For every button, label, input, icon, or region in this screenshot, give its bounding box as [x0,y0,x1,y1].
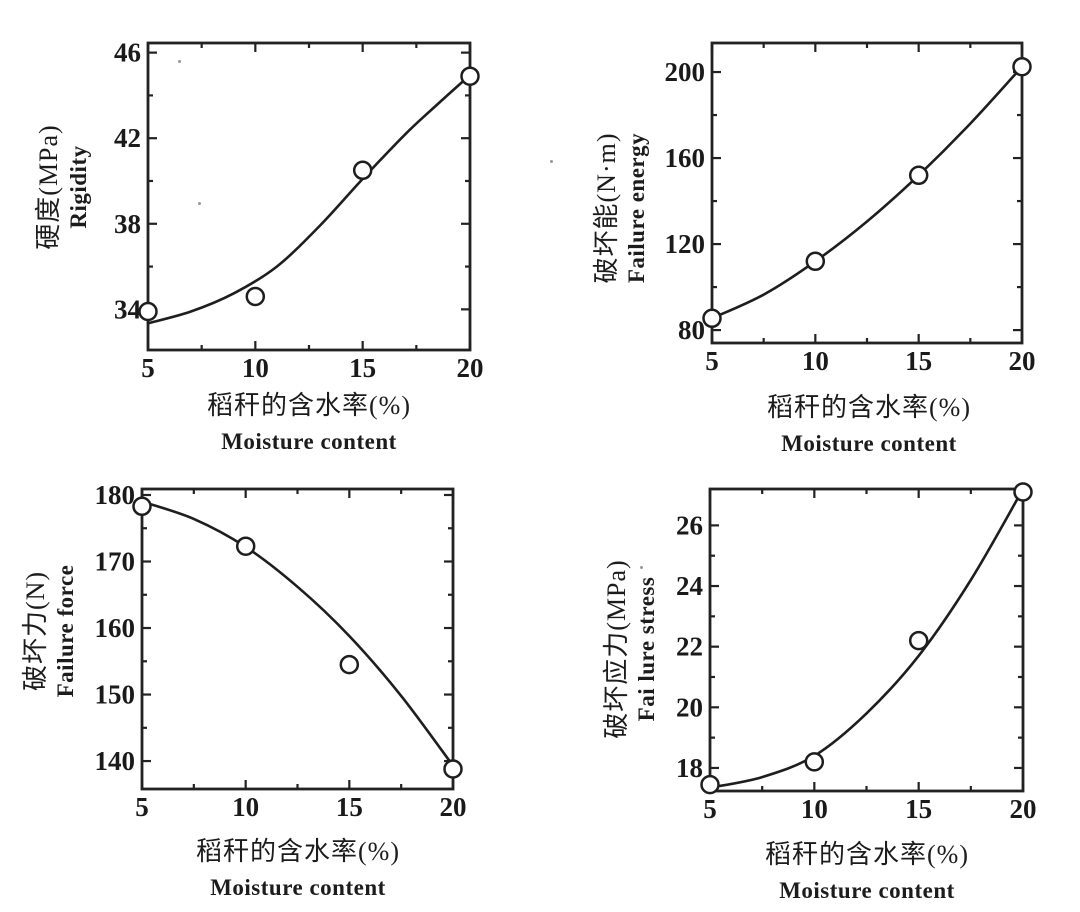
data-point [339,654,360,675]
x-axis-label: 稻秆的含水率(%) Moisture content [765,834,969,904]
x-tick-label: 15 [349,353,376,383]
y-axis-label: 破坏应力(MPa) Fai lure stress [602,559,660,738]
x-tick-label: 5 [705,346,719,376]
x-tick-label: 15 [905,346,932,376]
y-axis-label: 硬度(MPa) Rigidity [34,124,92,249]
data-point [805,251,826,272]
x-tick-label: 10 [801,794,828,824]
data-point [908,630,929,651]
x-tick-label: 5 [135,792,149,822]
y-tick-label: 26 [676,510,703,540]
data-point [804,752,825,772]
x-axis-label: 稻秆的含水率(%) Moisture content [196,831,400,901]
data-point [443,759,463,779]
y-axis-label-en: Failure force [52,564,78,698]
y-tick-label: 34 [114,294,141,324]
plot-frame [140,487,455,791]
y-axis-label: 破坏力(N) Failure force [21,565,79,698]
x-axis-label-en: Moisture content [779,878,955,903]
scan-speck [178,60,181,63]
data-point [460,66,480,86]
x-axis-label-cn: 稻秆的含水率(%) [767,393,971,422]
plot-frame [146,41,472,352]
x-axis-label-cn: 稻秆的含水率(%) [765,840,969,869]
x-tick-label: 5 [141,353,155,383]
data-point [1012,56,1032,77]
data-point [908,165,929,186]
x-tick-label: 20 [457,353,484,383]
data-point [245,286,266,307]
y-axis-label-cn: 破坏能(N·m) [592,132,622,284]
fit-curve [140,500,455,767]
y-tick-label: 120 [665,229,706,259]
y-tick-label: 18 [676,753,703,783]
x-tick-label: 15 [905,794,932,824]
y-tick-label: 38 [114,209,141,239]
scan-speck [640,566,643,569]
y-tick-label: 46 [114,38,141,68]
data-point [138,301,158,322]
data-point [702,308,722,329]
y-tick-label: 150 [95,680,136,710]
y-tick-label: 24 [676,571,703,601]
fit-curve [710,65,1024,320]
y-tick-label: 180 [95,480,136,510]
x-tick-label: 20 [1010,794,1037,824]
x-axis-label: 稻秆的含水率(%) Moisture content [207,385,411,455]
data-point [132,496,152,517]
y-tick-label: 160 [665,143,706,173]
fit-curve [708,487,1025,789]
fit-curve [146,73,472,325]
scan-speck [550,160,553,163]
x-tick-label: 5 [703,794,717,824]
x-tick-label: 10 [232,792,259,822]
x-axis-label: 稻秆的含水率(%) Moisture content [767,387,971,457]
y-tick-label: 200 [665,57,706,87]
y-axis-label-en: Rigidity [65,145,91,229]
data-point [700,774,720,795]
y-axis-label-cn: 破坏应力(MPa) [602,559,632,739]
x-tick-label: 10 [242,353,269,383]
y-tick-label: 22 [676,632,703,662]
data-point [352,160,373,181]
y-tick-label: 20 [676,692,703,722]
y-axis-label-cn: 硬度(MPa) [34,124,64,250]
x-axis-label-cn: 稻秆的含水率(%) [196,837,400,866]
y-axis-label-en: Failure energy [623,132,649,284]
plot-frame [708,487,1025,793]
x-tick-label: 20 [1009,346,1036,376]
y-axis-label-cn: 破坏力(N) [21,570,51,692]
y-tick-label: 80 [678,315,705,345]
scan-speck [198,202,201,205]
x-tick-label: 10 [802,346,829,376]
x-tick-label: 15 [336,792,363,822]
x-axis-label-en: Moisture content [221,429,397,454]
x-tick-label: 20 [440,792,467,822]
data-point [1013,482,1033,502]
x-axis-label-en: Moisture content [210,875,386,900]
y-tick-label: 160 [95,613,136,643]
x-axis-label-en: Moisture content [781,431,957,456]
y-axis-label: 破坏能(N·m) Failure energy [592,133,650,284]
y-axis-label-en: Fai lure stress [633,576,659,722]
y-tick-label: 140 [95,746,136,776]
y-tick-label: 170 [95,547,136,577]
x-axis-label-cn: 稻秆的含水率(%) [207,391,411,420]
data-point [235,536,256,556]
y-tick-label: 42 [114,123,141,153]
